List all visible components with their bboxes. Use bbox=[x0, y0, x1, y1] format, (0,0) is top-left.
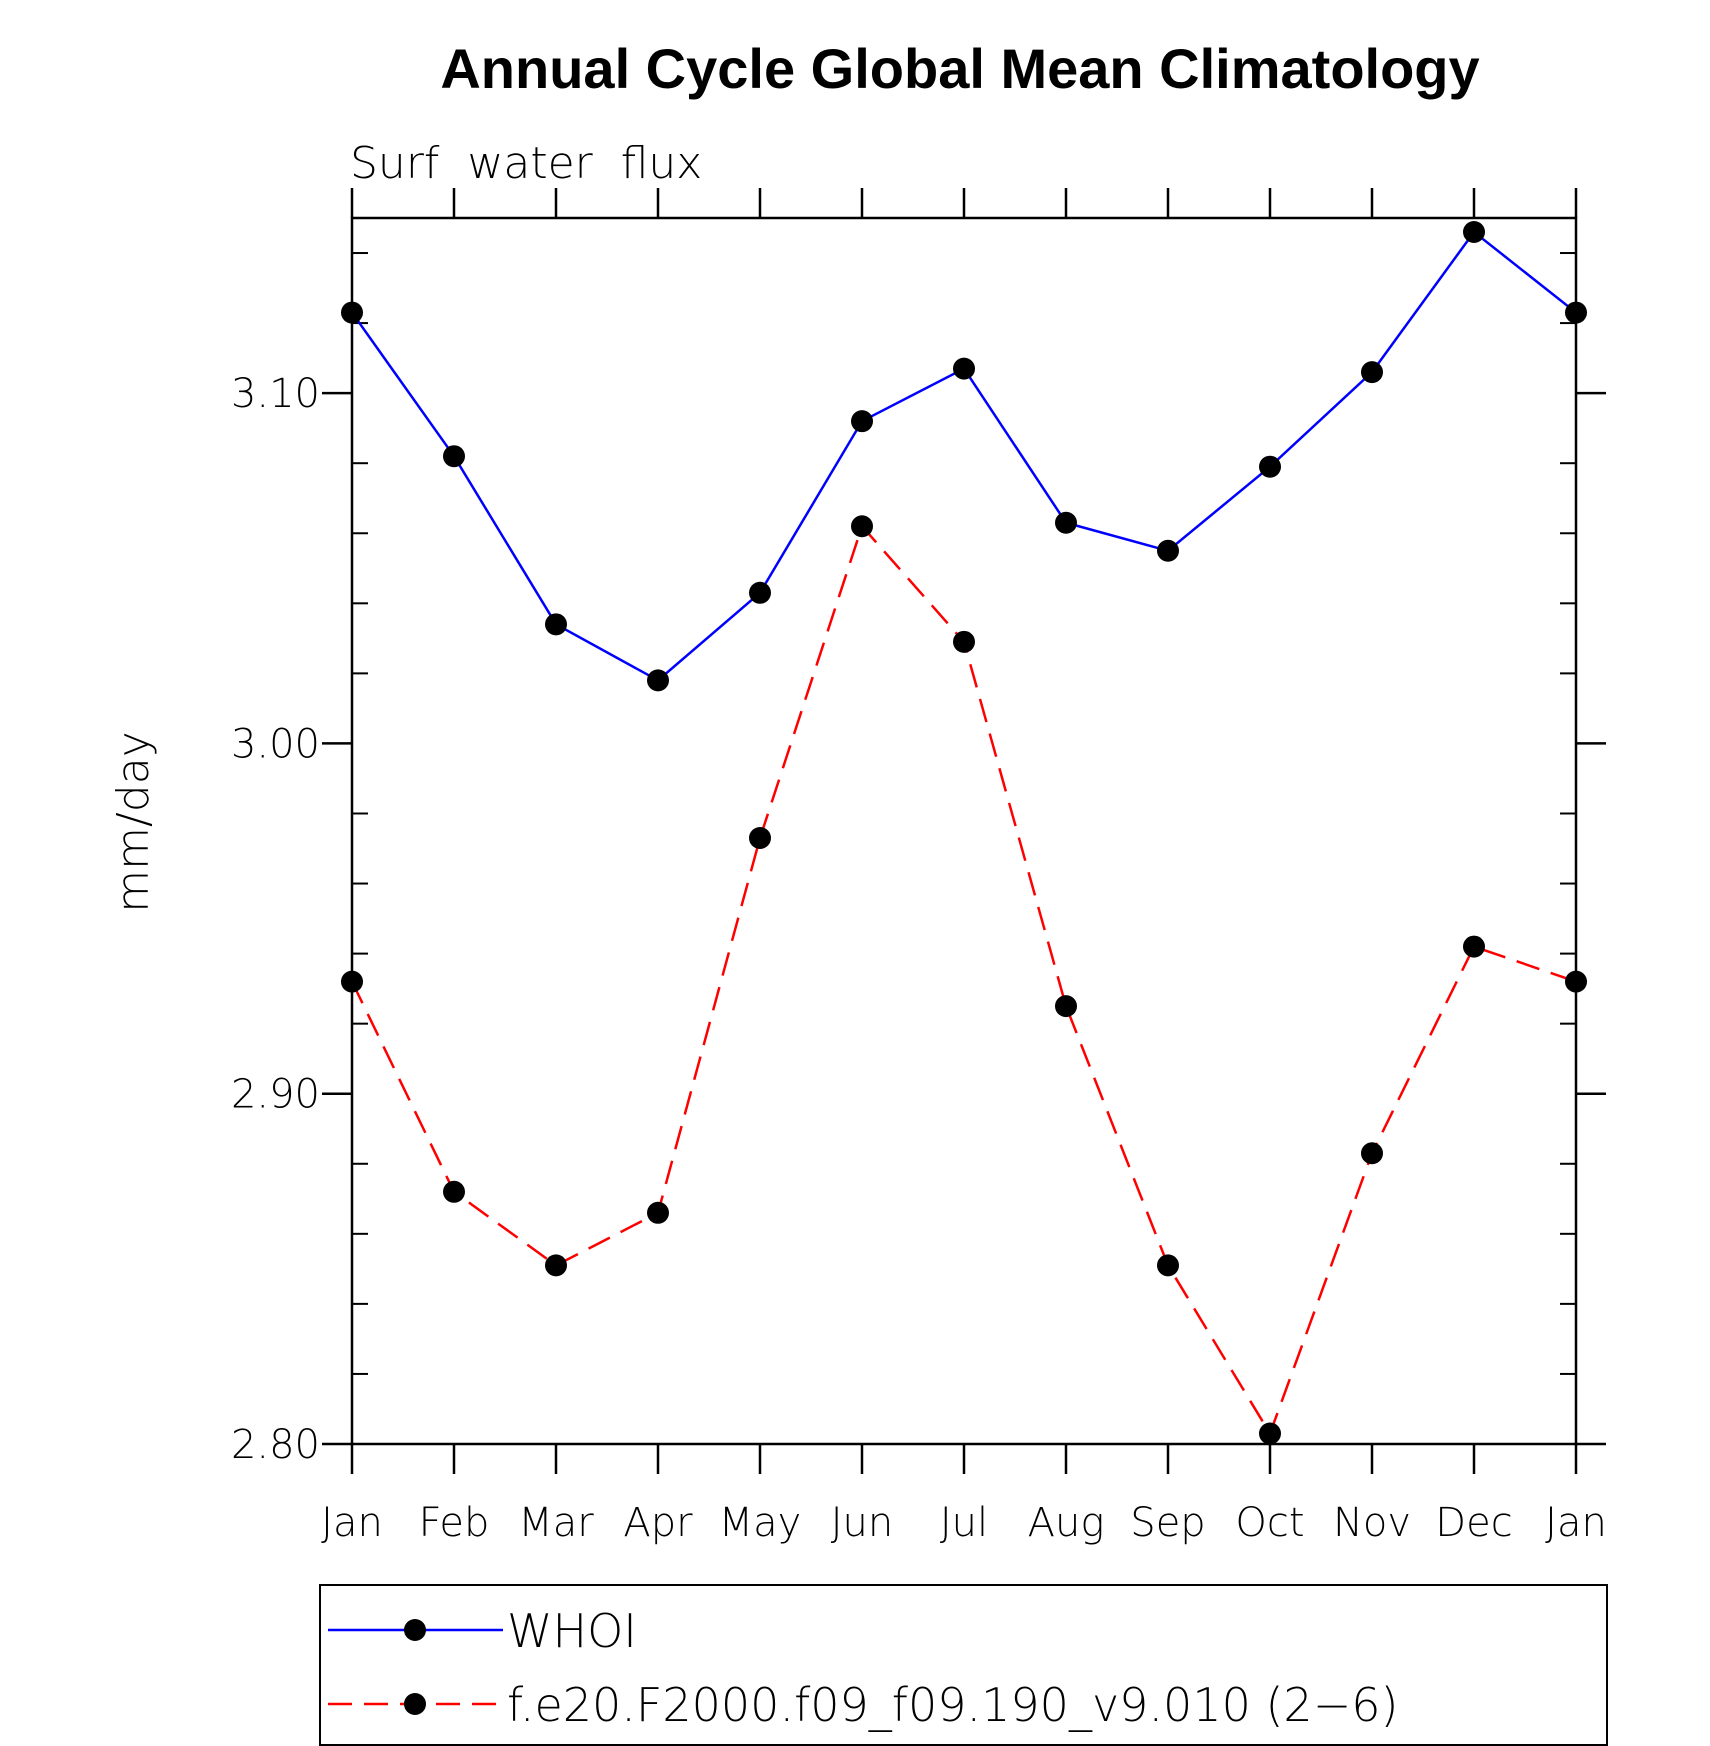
data-point bbox=[1157, 1254, 1179, 1277]
y-tick-label: 3.00 bbox=[231, 721, 320, 767]
data-point bbox=[1565, 970, 1587, 993]
x-tick-label: Sep bbox=[1130, 1500, 1205, 1546]
x-tick-label: Jul bbox=[940, 1500, 988, 1546]
data-point bbox=[1361, 361, 1383, 384]
x-tick-label: Jan bbox=[1545, 1500, 1607, 1546]
data-point bbox=[851, 410, 873, 433]
legend-label: WHOI bbox=[507, 1604, 637, 1658]
data-point bbox=[1463, 935, 1485, 958]
y-axis-label: mm/day bbox=[108, 731, 159, 912]
axes: Jan Feb Mar Apr May Jun Jul Aug Sep Oct Nov Dec Jan2… bbox=[231, 188, 1607, 1546]
plot-frame bbox=[350, 216, 1578, 1446]
x-tick-label: Aug bbox=[1028, 1500, 1105, 1546]
data-point bbox=[647, 669, 669, 692]
data-point bbox=[341, 301, 363, 324]
data-point bbox=[545, 613, 567, 636]
data-point bbox=[443, 445, 465, 468]
x-tick-label: Nov bbox=[1333, 1500, 1411, 1546]
x-tick-label: Jan bbox=[321, 1500, 383, 1546]
series-line bbox=[350, 523, 1577, 1437]
legend-marker bbox=[404, 1619, 426, 1641]
data-point bbox=[953, 357, 975, 380]
data-point bbox=[545, 1254, 567, 1277]
y-tick-label: 3.10 bbox=[231, 371, 320, 417]
y-tick-label: 2.90 bbox=[231, 1072, 320, 1118]
x-tick-label: Feb bbox=[419, 1500, 490, 1546]
data-point bbox=[953, 630, 975, 653]
data-point bbox=[443, 1180, 465, 1203]
x-tick-label: Dec bbox=[1435, 1500, 1512, 1546]
legend-marker bbox=[404, 1693, 426, 1715]
legend-label: f.e20.F2000.f09_f09.190_v9.010 (2−6) bbox=[507, 1678, 1398, 1732]
x-tick-label: Jun bbox=[831, 1500, 894, 1546]
series-line bbox=[350, 230, 1577, 682]
data-point bbox=[1055, 511, 1077, 534]
y-tick-label: 2.80 bbox=[231, 1422, 320, 1468]
data-point bbox=[1055, 995, 1077, 1018]
data-point bbox=[1259, 455, 1281, 478]
data-point bbox=[1361, 1142, 1383, 1165]
data-point bbox=[749, 827, 771, 850]
data-point bbox=[1463, 221, 1485, 244]
x-tick-label: Apr bbox=[623, 1500, 693, 1546]
data-point bbox=[851, 515, 873, 538]
x-tick-label: Oct bbox=[1235, 1500, 1304, 1546]
data-point bbox=[1157, 539, 1179, 562]
data-point bbox=[749, 581, 771, 604]
x-tick-label: Mar bbox=[518, 1500, 594, 1546]
data-point bbox=[341, 970, 363, 993]
data-point bbox=[1565, 301, 1587, 324]
data-point bbox=[1259, 1422, 1281, 1445]
legend-box bbox=[319, 1584, 1608, 1746]
x-tick-label: May bbox=[719, 1500, 802, 1546]
legend: WHOI f.e20.F2000.f09_f09.190_v9.010 (2−6) bbox=[319, 1584, 1608, 1746]
series-group bbox=[341, 221, 1587, 1445]
chart-subtitle: Surf water flux bbox=[350, 138, 702, 189]
data-point bbox=[647, 1201, 669, 1224]
chart-title: Annual Cycle Global Mean Climatology bbox=[440, 37, 1479, 100]
